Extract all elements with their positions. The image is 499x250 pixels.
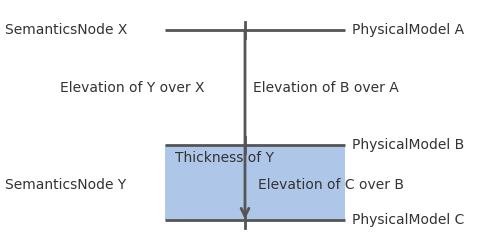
Bar <box>165 145 345 220</box>
Text: PhysicalModel C: PhysicalModel C <box>352 213 465 227</box>
Text: PhysicalModel B: PhysicalModel B <box>352 138 464 152</box>
Text: Elevation of C over B: Elevation of C over B <box>258 178 404 192</box>
Text: Thickness of Y: Thickness of Y <box>175 151 274 165</box>
Text: Elevation of Y over X: Elevation of Y over X <box>60 81 205 95</box>
Text: SemanticsNode Y: SemanticsNode Y <box>5 178 126 192</box>
Text: SemanticsNode X: SemanticsNode X <box>5 23 127 37</box>
Text: PhysicalModel A: PhysicalModel A <box>352 23 464 37</box>
Text: Elevation of B over A: Elevation of B over A <box>253 81 399 95</box>
